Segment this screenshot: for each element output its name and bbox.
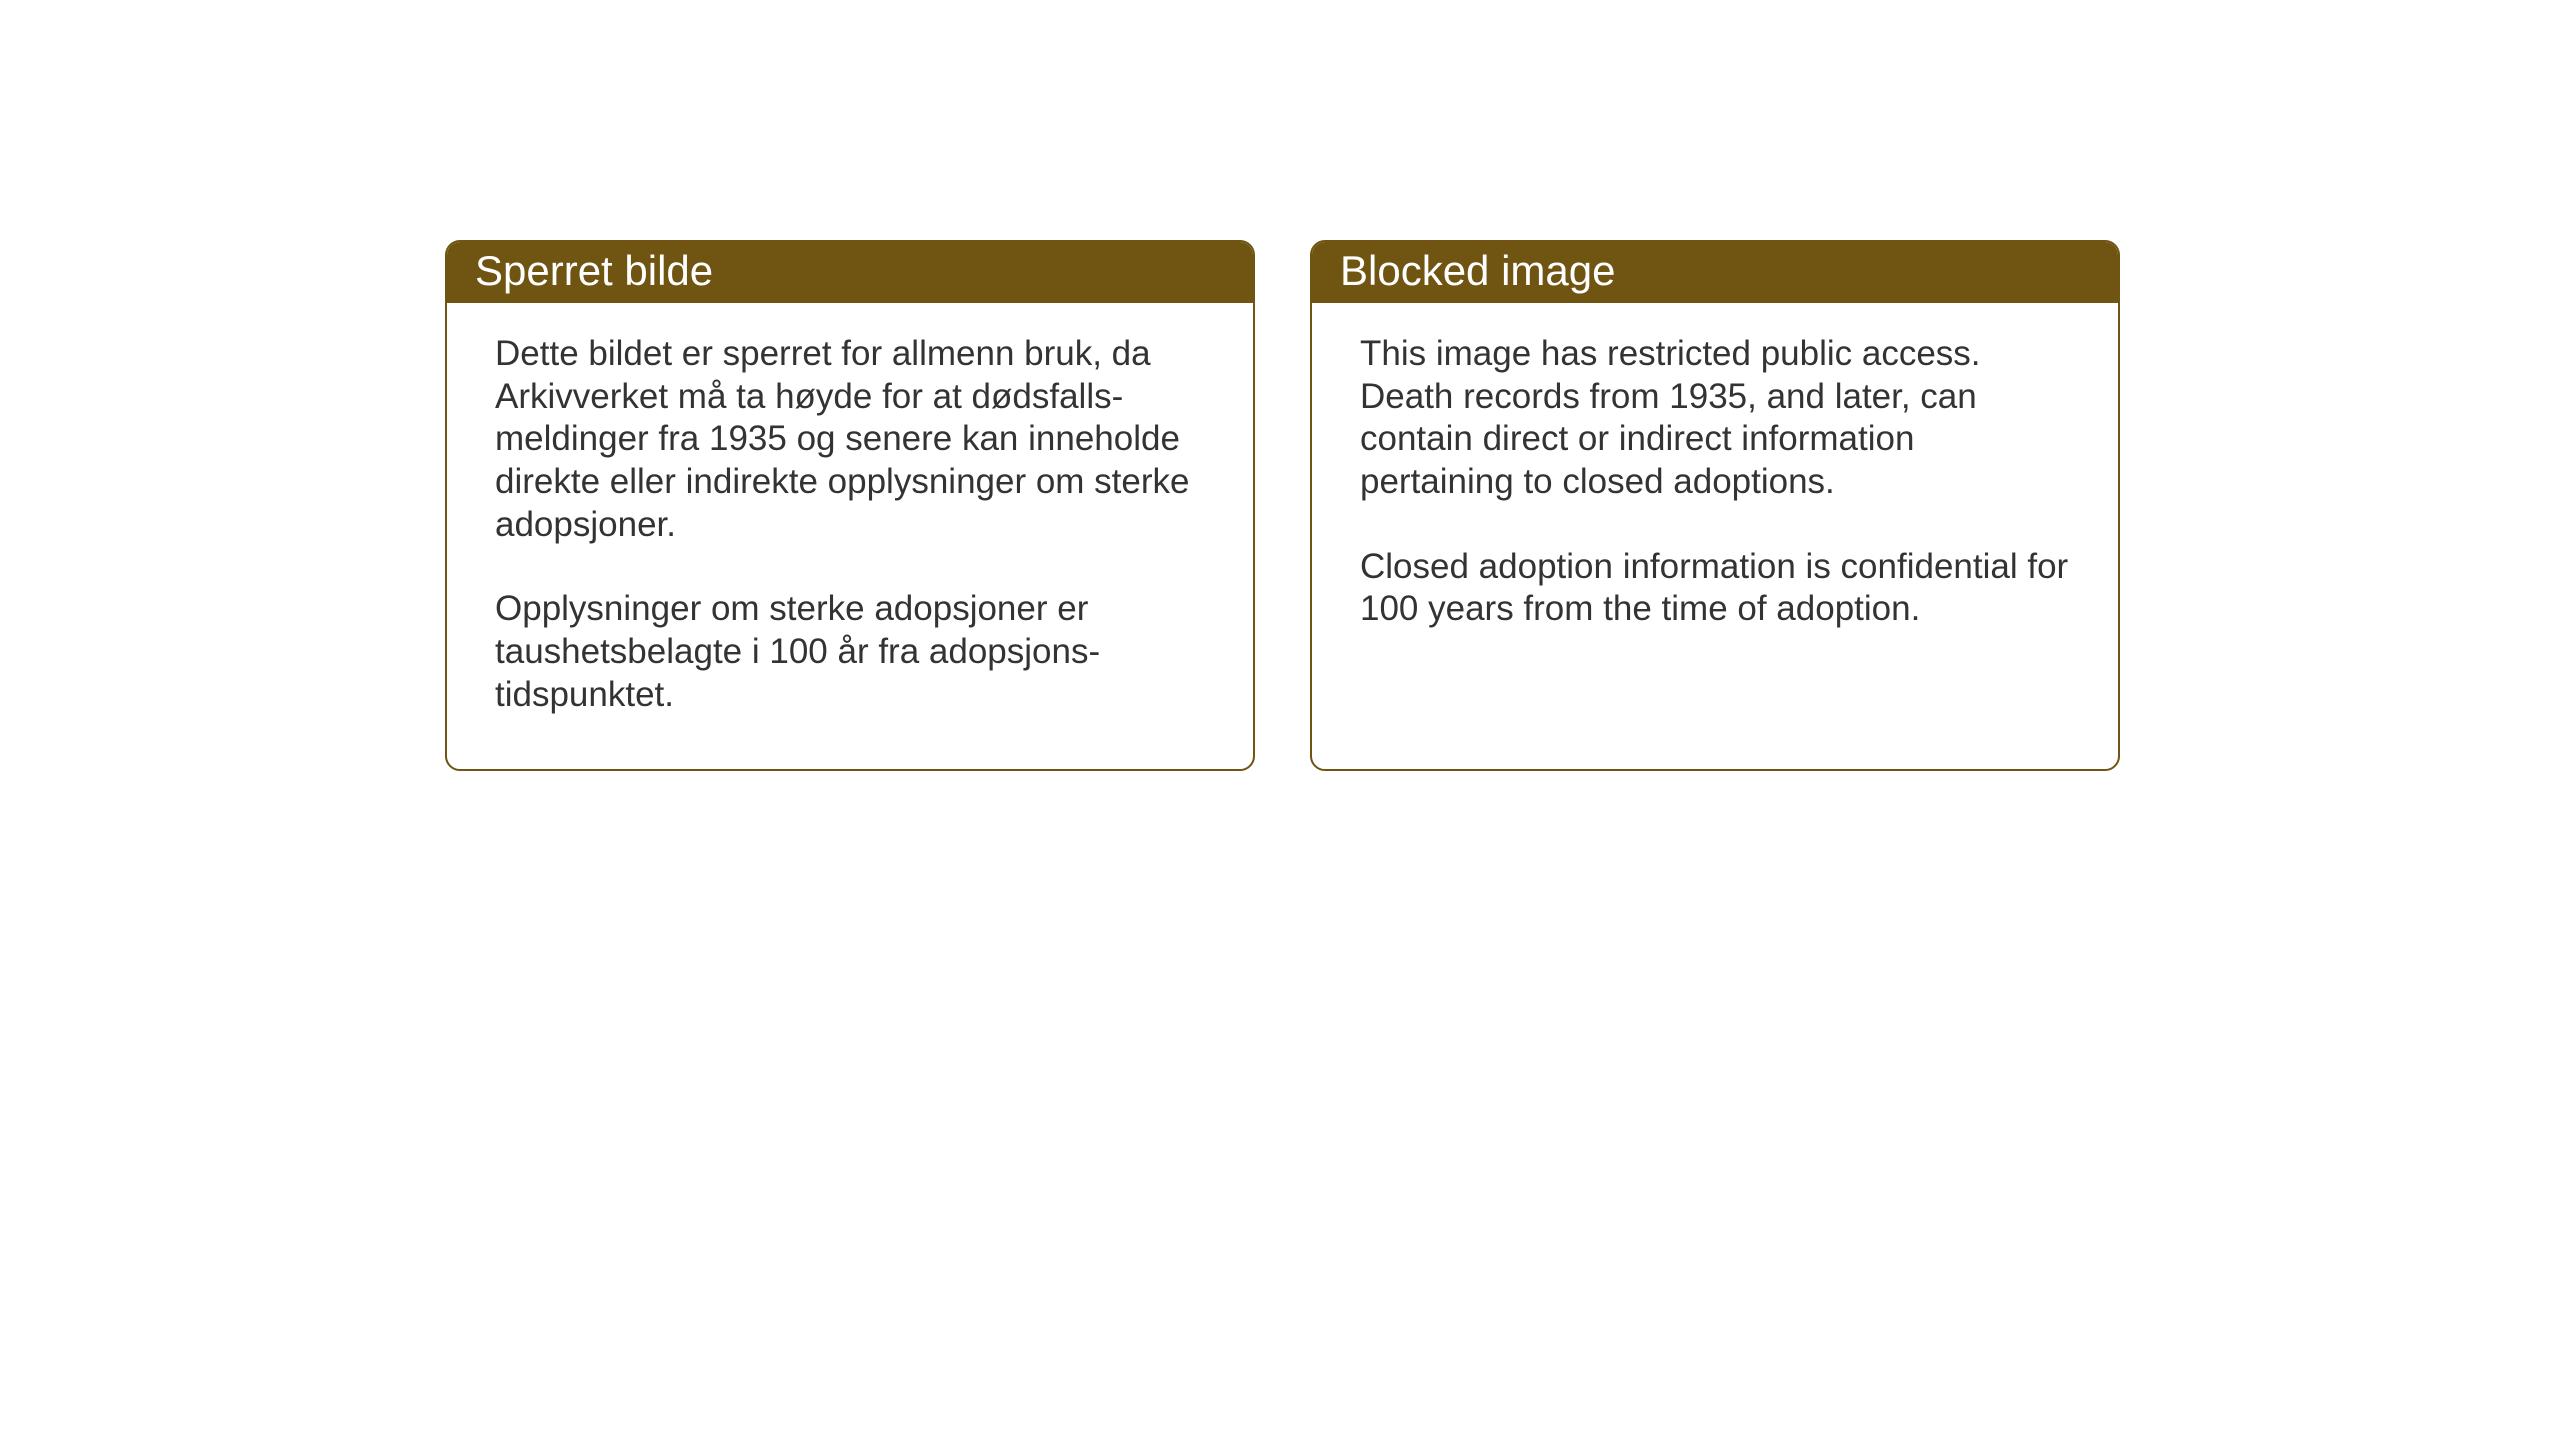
notice-cards-container: Sperret bilde Dette bildet er sperret fo…	[445, 240, 2120, 771]
english-paragraph-1: This image has restricted public access.…	[1360, 333, 2076, 504]
norwegian-notice-card: Sperret bilde Dette bildet er sperret fo…	[445, 240, 1255, 771]
english-notice-card: Blocked image This image has restricted …	[1310, 240, 2120, 771]
norwegian-card-body: Dette bildet er sperret for allmenn bruk…	[447, 303, 1253, 769]
english-card-body: This image has restricted public access.…	[1312, 303, 2118, 683]
norwegian-paragraph-2: Opplysninger om sterke adopsjoner er tau…	[495, 588, 1211, 716]
norwegian-card-title: Sperret bilde	[447, 242, 1253, 303]
norwegian-paragraph-1: Dette bildet er sperret for allmenn bruk…	[495, 333, 1211, 546]
english-paragraph-2: Closed adoption information is confident…	[1360, 546, 2076, 631]
english-card-title: Blocked image	[1312, 242, 2118, 303]
